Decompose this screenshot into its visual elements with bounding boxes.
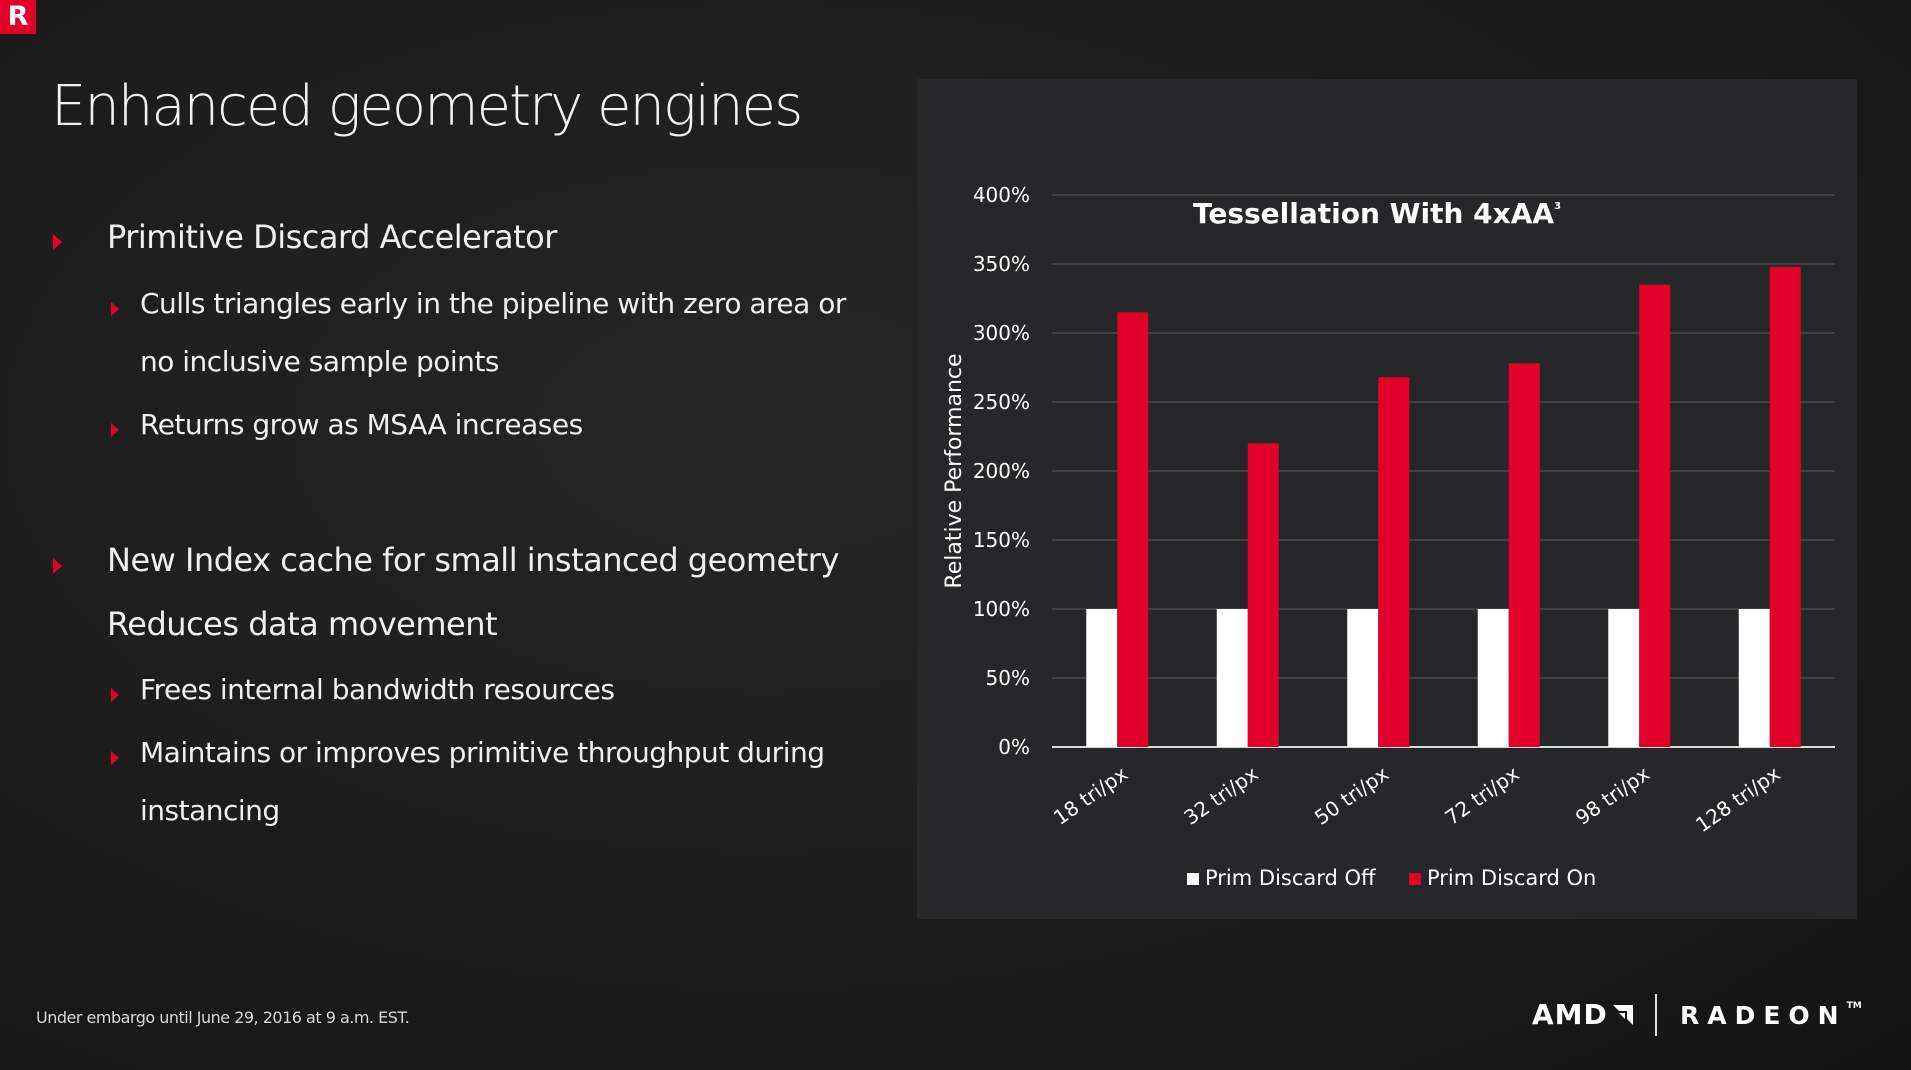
x-tick-label: 128 tri/px xyxy=(1691,761,1785,837)
bullet-primitive-discard: Primitive Discard Accelerator xyxy=(107,218,557,256)
sub-bullet-arrow-icon xyxy=(111,302,119,316)
chart-svg: Tessellation With 4xAA3 0% 50% 100% 150% 200%… xyxy=(942,183,1835,890)
sub-bullet-culls-line2: no inclusive sample points xyxy=(140,345,499,378)
bar-prim-discard-off xyxy=(1738,609,1770,747)
sub-bullet-arrow-icon xyxy=(111,751,119,765)
sub-bullet-culls-line1: Culls triangles early in the pipeline wi… xyxy=(140,287,846,320)
slide-title: Enhanced geometry engines xyxy=(51,74,803,139)
amd-logo: AMD xyxy=(1532,998,1608,1031)
legend-swatch xyxy=(1187,873,1199,885)
sub-bullet-frees: Frees internal bandwidth resources xyxy=(140,673,615,706)
legend-swatch xyxy=(1409,873,1421,885)
y-tick-label: 300% xyxy=(973,321,1030,345)
radeon-r-logo: R xyxy=(0,0,36,34)
x-tick-label: 32 tri/px xyxy=(1179,761,1262,829)
sub-bullet-maintains-line1: Maintains or improves primitive throughp… xyxy=(140,736,825,769)
bullet-arrow-icon xyxy=(53,234,62,250)
bar-prim-discard-on xyxy=(1117,312,1149,747)
radeon-wordmark: RADEON xyxy=(1680,1001,1847,1030)
trademark-mark: TM xyxy=(1846,1001,1862,1011)
bar-prim-discard-on xyxy=(1639,284,1671,747)
sub-bullet-arrow-icon xyxy=(111,423,119,437)
y-axis-label: Relative Performance xyxy=(942,353,967,588)
bar-prim-discard-on xyxy=(1508,363,1540,747)
bar-prim-discard-on xyxy=(1378,377,1410,747)
y-tick-label: 400% xyxy=(973,183,1030,207)
x-tick-label: 18 tri/px xyxy=(1049,761,1132,829)
amd-arrow-icon xyxy=(1613,1005,1633,1025)
bar-prim-discard-on xyxy=(1769,266,1801,747)
bullet-index-cache-line2: Reduces data movement xyxy=(107,605,498,643)
y-tick-label: 100% xyxy=(973,597,1030,621)
sub-bullet-returns: Returns grow as MSAA increases xyxy=(140,408,583,441)
x-tick-label: 50 tri/px xyxy=(1310,761,1393,829)
bullet-index-cache: New Index cache for small instanced geom… xyxy=(107,541,839,579)
radeon-logo: RADEONTM xyxy=(1680,1001,1862,1041)
x-tick-label: 72 tri/px xyxy=(1440,761,1523,829)
sub-bullet-maintains-line2: instancing xyxy=(140,794,280,827)
y-tick-label: 350% xyxy=(973,252,1030,276)
embargo-note: Under embargo until June 29, 2016 at 9 a… xyxy=(36,1008,410,1027)
bar-prim-discard-off xyxy=(1477,609,1509,747)
bullet-list: Primitive Discard Accelerator Culls tria… xyxy=(0,0,900,900)
bar-prim-discard-off xyxy=(1347,609,1379,747)
legend-label: Prim Discard Off xyxy=(1205,866,1376,890)
x-tick-label: 98 tri/px xyxy=(1571,761,1654,829)
chart-title: Tessellation With 4xAA3 xyxy=(1193,197,1561,230)
chart-panel: Tessellation With 4xAA3 0% 50% 100% 150% 200%… xyxy=(917,79,1857,919)
brand-divider xyxy=(1655,994,1657,1036)
sub-bullet-arrow-icon xyxy=(111,688,119,702)
y-tick-label: 50% xyxy=(986,666,1030,690)
bullet-arrow-icon xyxy=(53,558,62,574)
chart-title-superscript: 3 xyxy=(1554,201,1561,212)
y-tick-label: 200% xyxy=(973,459,1030,483)
y-tick-label: 150% xyxy=(973,528,1030,552)
bar-prim-discard-off xyxy=(1216,609,1248,747)
y-tick-label: 0% xyxy=(998,735,1030,759)
bar-prim-discard-off xyxy=(1086,609,1118,747)
legend-label: Prim Discard On xyxy=(1427,866,1596,890)
bar-prim-discard-on xyxy=(1247,443,1279,747)
bar-prim-discard-off xyxy=(1608,609,1640,747)
y-tick-label: 250% xyxy=(973,390,1030,414)
